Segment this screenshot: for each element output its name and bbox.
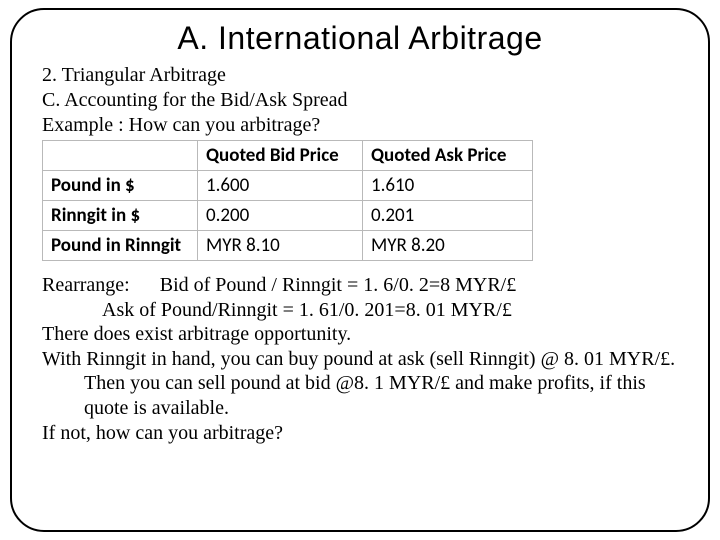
line-strategy: With Rinngit in hand, you can buy pound … xyxy=(42,347,678,421)
table-row: Pound in $ 1.600 1.610 xyxy=(43,171,533,201)
table-header-ask: Quoted Ask Price xyxy=(363,141,533,171)
slide-title: A. International Arbitrage xyxy=(42,20,678,57)
table-header-bid: Quoted Bid Price xyxy=(198,141,363,171)
cell-ask: 0.201 xyxy=(363,201,533,231)
cell-bid: 0.200 xyxy=(198,201,363,231)
subhead-line-2: C. Accounting for the Bid/Ask Spread xyxy=(42,89,348,111)
row-label: Pound in $ xyxy=(43,171,198,201)
body-text-block: Rearrange: Bid of Pound / Rinngit = 1. 6… xyxy=(42,273,678,445)
slide-frame: A. International Arbitrage 2. Triangular… xyxy=(10,8,710,532)
row-label: Pound in Rinngit xyxy=(43,231,198,261)
subhead-line-3: Example : How can you arbitrage? xyxy=(42,114,320,136)
line-ifnot: If not, how can you arbitrage? xyxy=(42,421,678,446)
line-exist: There does exist arbitrage opportunity. xyxy=(42,322,678,347)
quote-table: Quoted Bid Price Quoted Ask Price Pound … xyxy=(42,140,533,261)
table-row: Rinngit in $ 0.200 0.201 xyxy=(43,201,533,231)
row-label: Rinngit in $ xyxy=(43,201,198,231)
subhead-line-1: 2. Triangular Arbitrage xyxy=(42,64,226,86)
cell-bid: 1.600 xyxy=(198,171,363,201)
table-header-empty xyxy=(43,141,198,171)
table-header-row: Quoted Bid Price Quoted Ask Price xyxy=(43,141,533,171)
rearrange-label: Rearrange: xyxy=(42,274,130,296)
cell-ask: MYR 8.20 xyxy=(363,231,533,261)
rearrange-line: Rearrange: Bid of Pound / Rinngit = 1. 6… xyxy=(42,273,678,298)
cell-ask: 1.610 xyxy=(363,171,533,201)
cell-bid: MYR 8.10 xyxy=(198,231,363,261)
subheading-block: 2. Triangular Arbitrage C. Accounting fo… xyxy=(42,63,678,138)
rearrange-ask: Ask of Pound/Rinngit = 1. 61/0. 201=8. 0… xyxy=(42,298,678,323)
rearrange-bid: Bid of Pound / Rinngit = 1. 6/0. 2=8 MYR… xyxy=(160,274,516,296)
table-row: Pound in Rinngit MYR 8.10 MYR 8.20 xyxy=(43,231,533,261)
